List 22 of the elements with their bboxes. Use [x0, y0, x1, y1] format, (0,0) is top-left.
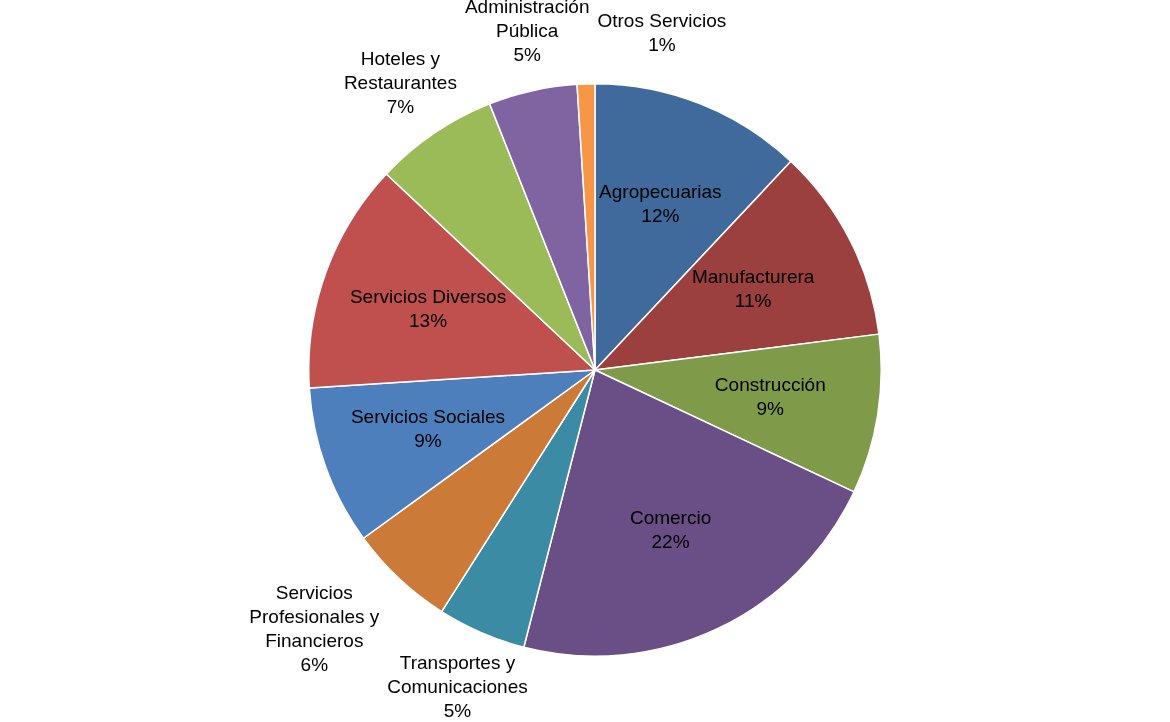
data-label: 11%: [734, 289, 772, 311]
data-label: 5%: [443, 700, 472, 722]
data-label: 6%: [300, 653, 329, 675]
slice-label: Transportes y Comunicaciones: [387, 652, 528, 698]
slice-label: Construcción: [714, 374, 826, 395]
data-label: 5%: [513, 44, 542, 66]
slice-label: Manufacturera: [691, 265, 815, 287]
slice-label: Servicios Sociales: [350, 406, 506, 428]
data-label: 9%: [414, 430, 442, 452]
data-label: 1%: [648, 34, 676, 56]
slice-label: Administración Pública: [464, 0, 590, 42]
slice-label: Servicios Diversos: [349, 286, 507, 308]
slice-label: Hoteles y Restaurantes: [343, 47, 457, 93]
data-label: 12%: [641, 205, 680, 227]
data-label: 9%: [756, 398, 785, 419]
data-label: 22%: [651, 530, 690, 552]
slice-label: Comercio: [629, 506, 712, 528]
data-label: 13%: [409, 310, 448, 332]
slice-label: Otros Servicios: [597, 10, 727, 32]
slice-label: Servicios Profesionales y Financieros: [249, 581, 380, 651]
slice-label: Agropecuarias: [599, 181, 722, 203]
data-label: 7%: [386, 95, 415, 117]
